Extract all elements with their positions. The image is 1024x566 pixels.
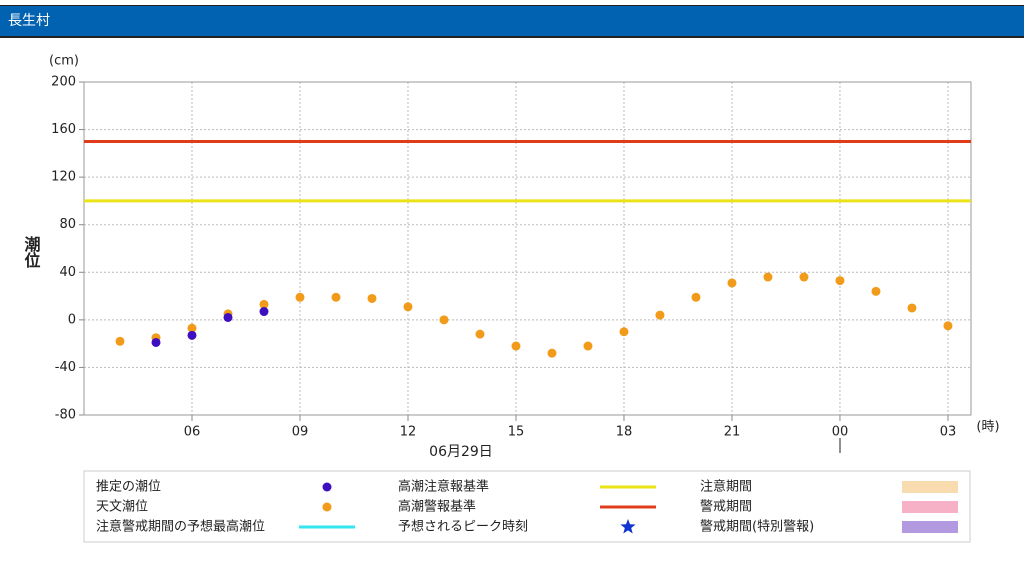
legend-symbol [620,519,636,534]
x-tick-label: 18 [616,425,633,440]
data-point [727,278,737,288]
x-tick-label: 06 [184,425,201,440]
x-tick-label: 09 [292,425,309,440]
legend-label: 推定の潮位 [96,480,161,495]
data-point [619,327,629,337]
data-point [511,341,521,351]
data-point [187,330,197,340]
x-tick-label: 21 [724,425,741,440]
header: 長生村 [0,5,1024,38]
date-label: 06月29日 [429,444,493,460]
legend-label: 高潮警報基準 [398,499,476,515]
data-point [151,337,161,347]
y-tick-label: -80 [55,408,76,423]
legend-symbol [902,501,958,513]
data-point [943,321,953,331]
legend-symbol [902,521,958,533]
y-tick-label: 160 [51,122,76,137]
x-tick-label: 12 [400,425,417,440]
legend-label: 注意期間 [700,479,752,495]
data-point [547,348,557,358]
data-point [187,323,197,333]
data-point [295,292,305,302]
data-point [907,303,917,313]
legend-symbol [322,482,332,492]
y-axis-title: 潮位 [22,235,41,269]
data-point [871,286,881,296]
data-point [259,299,269,309]
data-point [691,292,701,302]
y-tick-label: 120 [51,170,76,185]
legend-label: 予想されるピーク時刻 [398,519,528,535]
legend-symbol [902,481,958,493]
y-tick-label: 80 [59,217,76,232]
data-point [439,315,449,325]
data-point [367,293,377,303]
y-tick-label: -40 [55,360,76,375]
data-point [835,276,845,286]
location-title: 長生村 [8,13,50,29]
y-tick-label: 200 [51,75,76,90]
data-point [331,292,341,302]
data-point [799,272,809,282]
data-point [223,312,233,322]
legend-label: 警戒期間 [700,499,752,515]
data-point [259,307,269,317]
legend-label: 天文潮位 [96,500,148,515]
legend-box [83,470,971,543]
plot-border [83,81,972,416]
x-unit: (時) [976,420,999,435]
data-point [583,341,593,351]
legend-label: 警戒期間(特別警報) [700,519,814,535]
legend-label: 高潮注意報基準 [398,479,489,495]
legend-symbol [322,502,332,512]
data-point [115,336,125,346]
data-point [475,329,485,339]
y-tick-label: 0 [68,312,76,327]
y-unit: (cm) [49,54,79,69]
y-tick-label: 40 [59,265,76,280]
legend-label: 注意警戒期間の予想最高潮位 [96,519,265,535]
x-tick-label: 15 [508,425,525,440]
data-point [763,272,773,282]
data-point [655,310,665,320]
x-tick-label: 00 [832,425,849,440]
data-point [403,302,413,312]
x-tick-label: 03 [940,425,957,440]
